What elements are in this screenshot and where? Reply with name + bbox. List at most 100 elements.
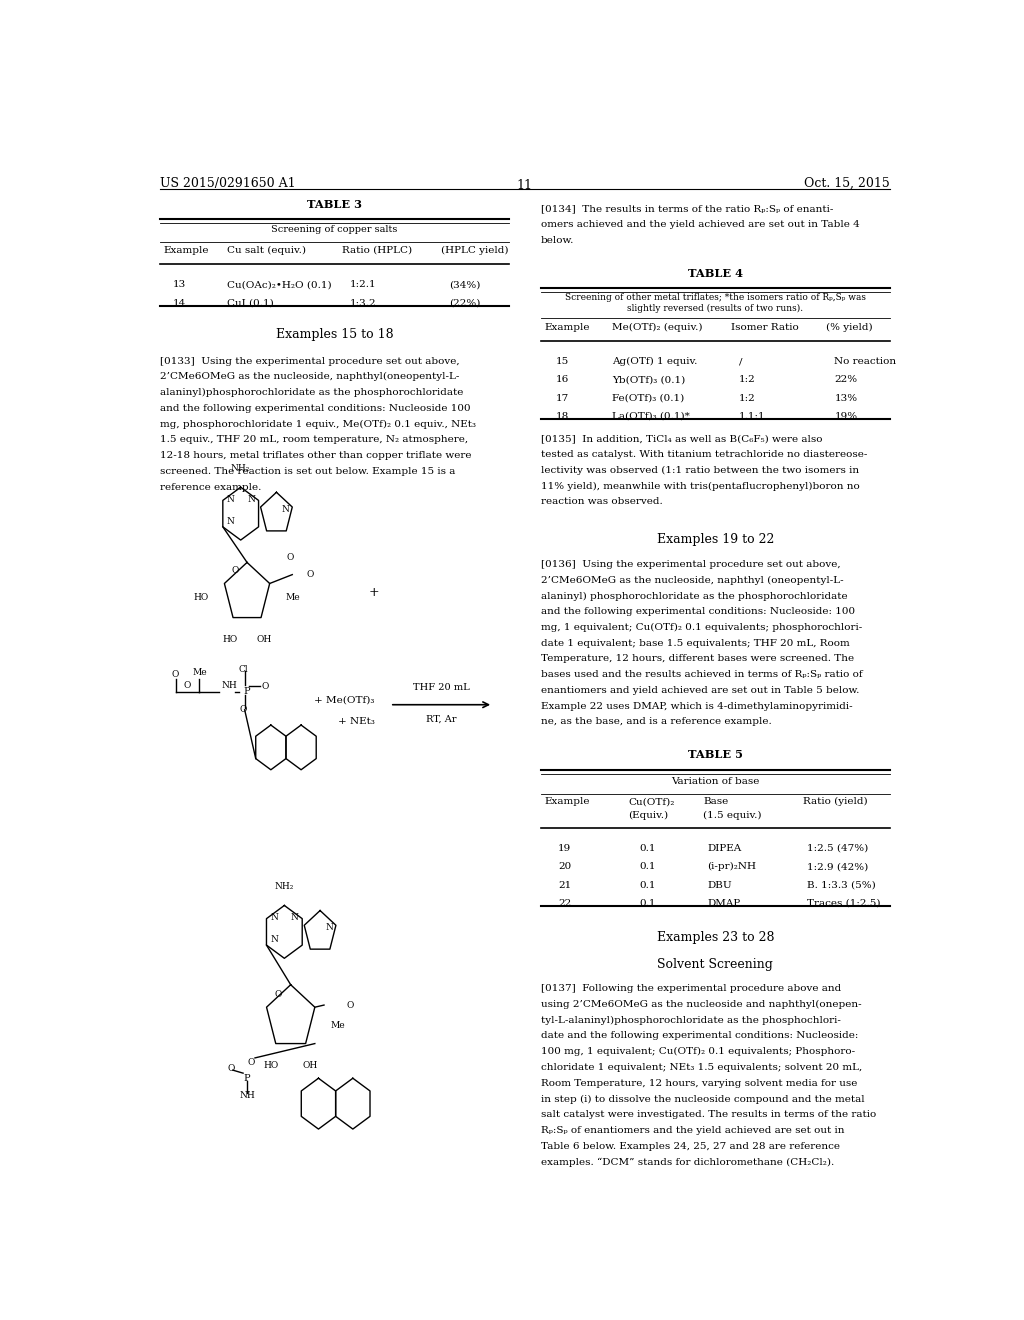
Text: 1:3.2: 1:3.2 (350, 298, 377, 308)
Text: 19: 19 (558, 843, 571, 853)
Text: US 2015/0291650 A1: US 2015/0291650 A1 (160, 177, 295, 190)
Text: Ratio (yield): Ratio (yield) (803, 797, 867, 807)
Text: 15: 15 (555, 358, 568, 366)
Text: below.: below. (541, 236, 574, 244)
Text: mg, phosphorochloridate 1 equiv., Me(OTf)₂ 0.1 equiv., NEt₃: mg, phosphorochloridate 1 equiv., Me(OTf… (160, 420, 476, 429)
Text: examples. “DCM” stands for dichloromethane (CH₂Cl₂).: examples. “DCM” stands for dichlorometha… (541, 1158, 834, 1167)
Text: 19%: 19% (835, 412, 857, 421)
Text: bases used and the results achieved in terms of Rₚ:Sₚ ratio of: bases used and the results achieved in t… (541, 671, 862, 680)
Text: NH: NH (240, 1092, 255, 1100)
Text: +: + (369, 586, 379, 599)
Text: Rₚ:Sₚ of enantiomers and the yield achieved are set out in: Rₚ:Sₚ of enantiomers and the yield achie… (541, 1126, 844, 1135)
Text: 22: 22 (558, 899, 571, 908)
Text: Room Temperature, 12 hours, varying solvent media for use: Room Temperature, 12 hours, varying solv… (541, 1078, 857, 1088)
Text: [0134]  The results in terms of the ratio Rₚ:Sₚ of enanti-: [0134] The results in terms of the ratio… (541, 205, 834, 213)
Text: 1:2.9 (42%): 1:2.9 (42%) (807, 862, 867, 871)
Text: alaninyl)phosphorochloridate as the phosphorochloridate: alaninyl)phosphorochloridate as the phos… (160, 388, 463, 397)
Text: Me: Me (285, 594, 300, 602)
Text: 1:2: 1:2 (739, 375, 756, 384)
Text: NH₂: NH₂ (230, 463, 250, 473)
Text: in step (i) to dissolve the nucleoside compound and the metal: in step (i) to dissolve the nucleoside c… (541, 1094, 864, 1104)
Text: 0.1: 0.1 (640, 899, 656, 908)
Text: Variation of base: Variation of base (671, 777, 760, 785)
Text: Traces (1:2.5): Traces (1:2.5) (807, 899, 880, 908)
Text: NH: NH (221, 681, 238, 690)
Text: enantiomers and yield achieved are set out in Table 5 below.: enantiomers and yield achieved are set o… (541, 686, 859, 694)
Text: salt catalyst were investigated. The results in terms of the ratio: salt catalyst were investigated. The res… (541, 1110, 876, 1119)
Text: O: O (306, 570, 314, 579)
Text: 13: 13 (173, 280, 186, 289)
Text: Me: Me (331, 1020, 345, 1030)
Text: O: O (240, 705, 247, 714)
Text: Cu(OAc)₂•H₂O (0.1): Cu(OAc)₂•H₂O (0.1) (227, 280, 332, 289)
Text: Me(OTf)₂ (equiv.): Me(OTf)₂ (equiv.) (612, 322, 702, 331)
Text: 11% yield), meanwhile with tris(pentaflucrophenyl)boron no: 11% yield), meanwhile with tris(pentaflu… (541, 482, 859, 491)
Text: Base: Base (703, 797, 729, 807)
Text: Me: Me (193, 668, 207, 677)
Text: and the following experimental conditions: Nucleoside 100: and the following experimental condition… (160, 404, 470, 413)
Text: N: N (326, 923, 333, 932)
Text: Example: Example (545, 322, 590, 331)
Text: (22%): (22%) (450, 298, 481, 308)
Text: Temperature, 12 hours, different bases were screened. The: Temperature, 12 hours, different bases w… (541, 655, 854, 664)
Text: N: N (247, 495, 255, 504)
Text: Screening of other metal triflates; *the isomers ratio of Rₚ,Sₚ was: Screening of other metal triflates; *the… (565, 293, 865, 302)
Text: 0.1: 0.1 (640, 843, 656, 853)
Text: screened. The reaction is set out below. Example 15 is a: screened. The reaction is set out below.… (160, 467, 455, 477)
Text: 1:2.1: 1:2.1 (350, 280, 377, 289)
Text: O: O (172, 669, 179, 678)
Text: N: N (291, 913, 299, 921)
Text: + Me(OTf)₃: + Me(OTf)₃ (314, 696, 375, 704)
Text: tested as catalyst. With titanium tetrachloride no diastereose-: tested as catalyst. With titanium tetrac… (541, 450, 867, 459)
Text: No reaction: No reaction (835, 358, 896, 366)
Text: /: / (739, 358, 742, 366)
Text: Isomer Ratio: Isomer Ratio (731, 322, 799, 331)
Text: N: N (226, 517, 234, 527)
Text: NH₂: NH₂ (274, 882, 294, 891)
Text: N: N (226, 495, 234, 504)
Text: 100 mg, 1 equivalent; Cu(OTf)₂ 0.1 equivalents; Phosphoro-: 100 mg, 1 equivalent; Cu(OTf)₂ 0.1 equiv… (541, 1047, 855, 1056)
Text: Examples 19 to 22: Examples 19 to 22 (656, 533, 774, 546)
Text: Cu(OTf)₂: Cu(OTf)₂ (628, 797, 675, 807)
Text: N: N (282, 504, 290, 513)
Text: DMAP: DMAP (708, 899, 740, 908)
Text: O: O (183, 681, 190, 690)
Text: alaninyl) phosphorochloridate as the phosphorochloridate: alaninyl) phosphorochloridate as the pho… (541, 591, 847, 601)
Text: OH: OH (303, 1060, 317, 1069)
Text: 21: 21 (558, 880, 571, 890)
Text: Cl: Cl (239, 665, 248, 673)
Text: THF 20 mL: THF 20 mL (413, 682, 470, 692)
Text: 22%: 22% (835, 375, 857, 384)
Text: 12-18 hours, metal triflates other than copper triflate were: 12-18 hours, metal triflates other than … (160, 451, 471, 461)
Text: N: N (270, 936, 278, 944)
Text: O: O (231, 566, 239, 576)
Text: Fe(OTf)₃ (0.1): Fe(OTf)₃ (0.1) (612, 393, 684, 403)
Text: CuI (0.1): CuI (0.1) (227, 298, 274, 308)
Text: (34%): (34%) (450, 280, 481, 289)
Text: TABLE 5: TABLE 5 (688, 750, 742, 760)
Text: Examples 15 to 18: Examples 15 to 18 (275, 329, 393, 341)
Text: 1.1:1: 1.1:1 (739, 412, 766, 421)
Text: Example 22 uses DMAP, which is 4-dimethylaminopyrimidi-: Example 22 uses DMAP, which is 4-dimethy… (541, 702, 852, 710)
Text: 11: 11 (517, 178, 532, 191)
Text: 16: 16 (555, 375, 568, 384)
Text: DBU: DBU (708, 880, 732, 890)
Text: O: O (227, 1064, 234, 1073)
Text: mg, 1 equivalent; Cu(OTf)₂ 0.1 equivalents; phosphorochlori-: mg, 1 equivalent; Cu(OTf)₂ 0.1 equivalen… (541, 623, 862, 632)
Text: O: O (248, 1059, 255, 1068)
Text: TABLE 3: TABLE 3 (307, 199, 361, 210)
Text: Oct. 15, 2015: Oct. 15, 2015 (804, 177, 890, 190)
Text: date 1 equivalent; base 1.5 equivalents; THF 20 mL, Room: date 1 equivalent; base 1.5 equivalents;… (541, 639, 850, 648)
Text: O: O (261, 682, 268, 690)
Text: [0135]  In addition, TiCl₄ as well as B(C₆F₅) were also: [0135] In addition, TiCl₄ as well as B(C… (541, 434, 822, 444)
Text: slightly reversed (results of two runs).: slightly reversed (results of two runs). (628, 304, 803, 313)
Text: O: O (346, 1001, 353, 1010)
Text: (1.5 equiv.): (1.5 equiv.) (703, 810, 762, 820)
Text: HO: HO (194, 594, 209, 602)
Text: chloridate 1 equivalent; NEt₃ 1.5 equivalents; solvent 20 mL,: chloridate 1 equivalent; NEt₃ 1.5 equiva… (541, 1063, 862, 1072)
Text: 1:2.5 (47%): 1:2.5 (47%) (807, 843, 867, 853)
Text: 2’CMe6OMeG as the nucleoside, naphthyl(oneopentyl-L-: 2’CMe6OMeG as the nucleoside, naphthyl(o… (160, 372, 459, 381)
Text: Solvent Screening: Solvent Screening (657, 958, 773, 970)
Text: [0136]  Using the experimental procedure set out above,: [0136] Using the experimental procedure … (541, 560, 841, 569)
Text: OH: OH (257, 635, 271, 644)
